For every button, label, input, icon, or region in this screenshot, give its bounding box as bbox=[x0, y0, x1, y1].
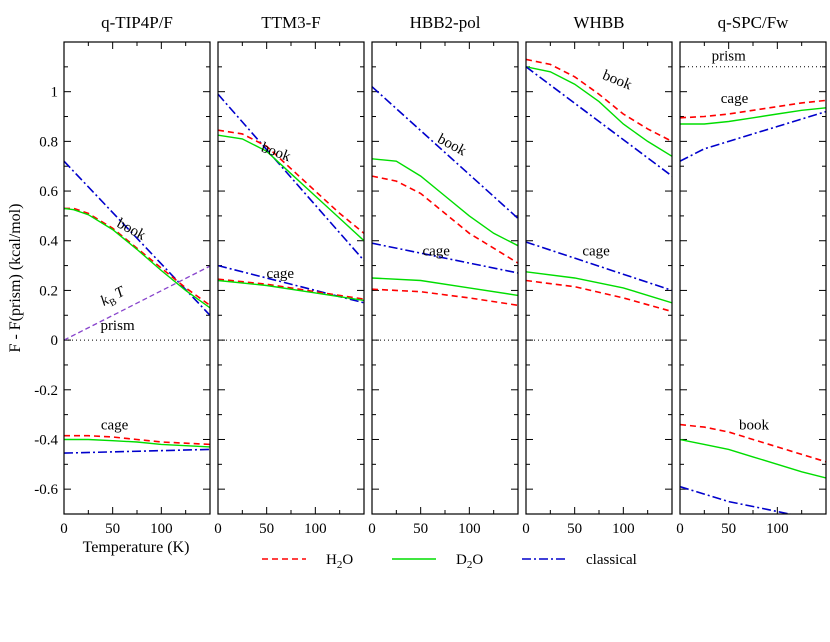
series-classical-cage bbox=[680, 110, 826, 162]
annotation-prism: prism bbox=[100, 318, 135, 334]
series-classical-cage bbox=[526, 241, 672, 292]
series-D2O-cage bbox=[680, 107, 826, 125]
series-group bbox=[64, 160, 210, 454]
y-tick-label: -0.4 bbox=[34, 432, 58, 448]
y-axis-label: F - F(prism) (kcal/mol) bbox=[7, 204, 24, 353]
series-H2O-book bbox=[526, 58, 672, 143]
series-group bbox=[218, 93, 364, 341]
series-D2O-book bbox=[372, 158, 518, 247]
panel-frame bbox=[525, 41, 673, 515]
series-D2O-book bbox=[218, 134, 364, 242]
x-tick-label: 100 bbox=[766, 521, 789, 537]
series-H2O-cage bbox=[680, 99, 826, 119]
x-tick-label: 0 bbox=[676, 521, 684, 537]
legend-label-D2O: D2O bbox=[456, 552, 483, 571]
annotation-cage: cage bbox=[582, 244, 610, 260]
panel-title: TTM3-F bbox=[261, 13, 321, 32]
panel-frame bbox=[679, 41, 827, 515]
x-axis-label: Temperature (K) bbox=[83, 539, 190, 556]
series-classical-book bbox=[372, 86, 518, 219]
legend: H2O D2O classical bbox=[262, 552, 637, 571]
y-tick-label: 0.6 bbox=[39, 184, 58, 200]
series-classical-cage bbox=[372, 242, 518, 274]
series-D2O-cage bbox=[372, 277, 518, 297]
series-H2O-cage bbox=[64, 434, 210, 446]
y-tick-label: -0.2 bbox=[34, 383, 58, 399]
annotation-prism: prism bbox=[712, 49, 747, 65]
y-tick-label: -0.6 bbox=[34, 482, 58, 498]
x-tick-label: 100 bbox=[612, 521, 635, 537]
series-classical-book bbox=[218, 93, 364, 262]
x-tick-label: 50 bbox=[259, 521, 274, 537]
series-classical-book bbox=[526, 66, 672, 177]
x-tick-label: 0 bbox=[522, 521, 530, 537]
series-kBT-kBT bbox=[64, 265, 210, 341]
legend-label-classical: classical bbox=[586, 552, 637, 568]
series-H2O-book bbox=[218, 129, 364, 234]
annotation-book: book bbox=[739, 418, 770, 434]
series-D2O-cage bbox=[526, 271, 672, 304]
series-group bbox=[526, 58, 672, 341]
y-tick-label: 0.4 bbox=[39, 234, 58, 250]
annotation-cage: cage bbox=[422, 244, 450, 260]
x-tick-label: 100 bbox=[458, 521, 481, 537]
annotation-cage: cage bbox=[101, 418, 129, 434]
annotation-book: book bbox=[435, 131, 469, 159]
panel-title: q-SPC/Fw bbox=[718, 13, 790, 32]
panel-frame bbox=[217, 41, 365, 515]
x-tick-label: 50 bbox=[105, 521, 120, 537]
x-tick-label: 50 bbox=[413, 521, 428, 537]
annotation-book: book bbox=[114, 216, 148, 244]
panel-1: q-TIP4P/F -0.6 -0.4 -0.2 0 0.2 0.4 0.6 0.8 1 0 50 10… bbox=[34, 13, 211, 537]
annotation-kbt: kBT bbox=[98, 283, 130, 312]
panel-5: q-SPC/Fw 0 50 100 prism cage book bbox=[676, 13, 827, 537]
series-H2O-cage bbox=[372, 288, 518, 307]
series-D2O-cage bbox=[218, 279, 364, 302]
series-group bbox=[372, 86, 518, 341]
series-H2O-book bbox=[680, 423, 826, 463]
series-D2O-book bbox=[680, 438, 826, 479]
annotation-cage: cage bbox=[721, 91, 749, 107]
series-H2O-cage bbox=[218, 278, 364, 300]
annotation-book: book bbox=[600, 67, 634, 93]
series-H2O-book bbox=[372, 175, 518, 264]
panel-title: HBB2-pol bbox=[410, 13, 481, 32]
series-D2O-cage bbox=[64, 438, 210, 448]
y-tick-label: 1 bbox=[51, 85, 59, 101]
x-tick-label: 100 bbox=[304, 521, 327, 537]
y-tick-label: 0 bbox=[51, 333, 59, 349]
series-H2O-cage bbox=[526, 279, 672, 313]
series-classical-book bbox=[680, 485, 794, 514]
panel-4: WHBB 0 50 100 book cage bbox=[522, 13, 673, 537]
series-group bbox=[680, 66, 826, 514]
panel-frame bbox=[371, 41, 519, 515]
chart-panels: q-TIP4P/F -0.6 -0.4 -0.2 0 0.2 0.4 0.6 0.8 1 0 50 10… bbox=[34, 13, 827, 537]
y-tick-label: 0.2 bbox=[39, 283, 58, 299]
series-H2O-book bbox=[64, 207, 210, 306]
y-tick-label: 0.8 bbox=[39, 134, 58, 150]
panel-title: q-TIP4P/F bbox=[101, 13, 173, 32]
series-D2O-book bbox=[526, 66, 672, 157]
panel-frame bbox=[63, 41, 211, 515]
x-tick-label: 0 bbox=[368, 521, 376, 537]
panel-3: HBB2-pol 0 50 100 book cage bbox=[368, 13, 519, 537]
panel-title: WHBB bbox=[574, 13, 625, 32]
x-tick-label: 0 bbox=[214, 521, 222, 537]
legend-label-H2O: H2O bbox=[326, 552, 353, 571]
series-D2O-book bbox=[64, 207, 210, 309]
x-tick-label: 50 bbox=[567, 521, 582, 537]
x-tick-label: 0 bbox=[60, 521, 68, 537]
series-classical-cage bbox=[64, 448, 210, 454]
x-tick-label: 100 bbox=[150, 521, 173, 537]
x-tick-label: 50 bbox=[721, 521, 736, 537]
annotation-cage: cage bbox=[267, 266, 295, 282]
